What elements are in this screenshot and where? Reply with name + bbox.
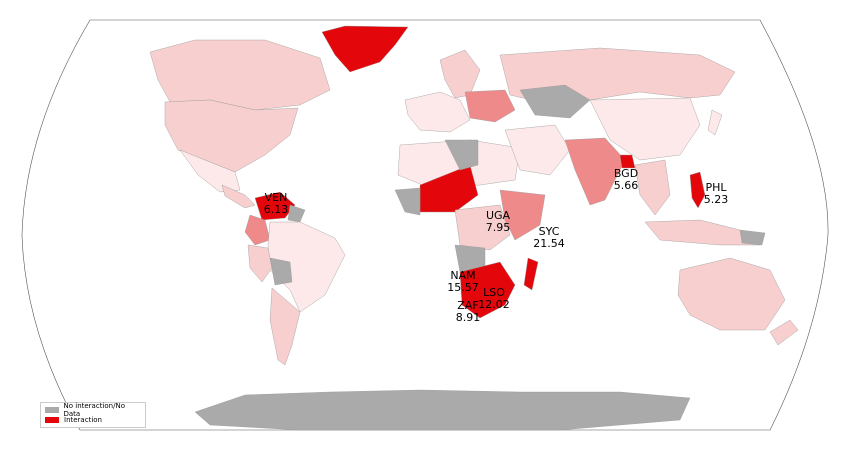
annotation-nam: NAM 15.57 bbox=[447, 269, 479, 294]
region-middle-east bbox=[504, 124, 571, 176]
region-southeast-asia bbox=[634, 159, 671, 216]
region-antarctica bbox=[194, 389, 691, 431]
legend-item-interaction: Interaction bbox=[45, 415, 141, 425]
region-png bbox=[739, 229, 766, 246]
region-usa bbox=[164, 99, 299, 173]
svg-text:LSO: LSO bbox=[483, 286, 505, 299]
annotation-bgd: BGD 5.66 bbox=[614, 167, 639, 192]
region-philippines bbox=[689, 171, 706, 209]
annotation-ven: VEN 6.13 bbox=[264, 191, 289, 216]
svg-text:6.13: 6.13 bbox=[264, 203, 289, 216]
region-india bbox=[564, 137, 626, 206]
region-japan bbox=[707, 109, 723, 136]
region-china bbox=[589, 97, 701, 161]
svg-text:5.66: 5.66 bbox=[614, 179, 639, 192]
region-australia bbox=[677, 257, 786, 331]
svg-text:VEN: VEN bbox=[265, 191, 288, 204]
map-legend: No interaction/No Data Interaction bbox=[40, 402, 146, 428]
svg-text:ZAF: ZAF bbox=[457, 299, 478, 312]
legend-label-nodata: No interaction/No Data bbox=[63, 402, 125, 418]
region-sahel-nodata bbox=[444, 139, 479, 171]
legend-swatch-nodata bbox=[45, 407, 59, 413]
svg-text:12.02: 12.02 bbox=[478, 298, 510, 311]
region-new-zealand bbox=[769, 319, 799, 346]
region-argentina-chile bbox=[269, 287, 301, 366]
annotation-syc: SYC 21.54 bbox=[533, 225, 565, 250]
region-greenland bbox=[321, 25, 409, 73]
annotation-uga: UGA 7.95 bbox=[486, 209, 511, 234]
svg-text:UGA: UGA bbox=[486, 209, 511, 222]
region-bangladesh bbox=[619, 154, 636, 169]
svg-text:7.95: 7.95 bbox=[486, 221, 511, 234]
svg-text:21.54: 21.54 bbox=[533, 237, 565, 250]
svg-text:8.91: 8.91 bbox=[456, 311, 481, 324]
svg-text:SYC: SYC bbox=[539, 225, 560, 238]
region-bolivia bbox=[269, 257, 293, 286]
region-colombia bbox=[244, 214, 271, 246]
region-east-africa bbox=[499, 189, 546, 241]
region-madagascar bbox=[523, 257, 539, 291]
region-west-africa bbox=[394, 187, 421, 216]
annotation-lso: LSO 12.02 bbox=[478, 286, 510, 311]
region-kazakhstan bbox=[519, 84, 591, 119]
region-peru bbox=[247, 244, 273, 283]
svg-text:PHL: PHL bbox=[705, 181, 727, 194]
svg-text:5.23: 5.23 bbox=[704, 193, 729, 206]
region-southern-africa bbox=[459, 261, 516, 319]
annotation-zaf: ZAF 8.91 bbox=[456, 299, 481, 324]
region-central-america bbox=[221, 184, 256, 209]
svg-text:BGD: BGD bbox=[614, 167, 638, 180]
region-eastern-europe bbox=[464, 89, 516, 123]
legend-swatch-interaction bbox=[45, 417, 59, 423]
legend-item-nodata: No interaction/No Data bbox=[45, 402, 141, 418]
region-western-europe bbox=[404, 91, 471, 133]
region-mexico bbox=[179, 149, 241, 193]
region-central-africa bbox=[454, 204, 511, 251]
region-canada bbox=[149, 39, 331, 111]
svg-text:15.57: 15.57 bbox=[447, 281, 479, 294]
legend-label-interaction: Interaction bbox=[64, 416, 102, 424]
annotation-phl: PHL 5.23 bbox=[704, 181, 729, 206]
svg-text:NAM: NAM bbox=[450, 269, 475, 282]
